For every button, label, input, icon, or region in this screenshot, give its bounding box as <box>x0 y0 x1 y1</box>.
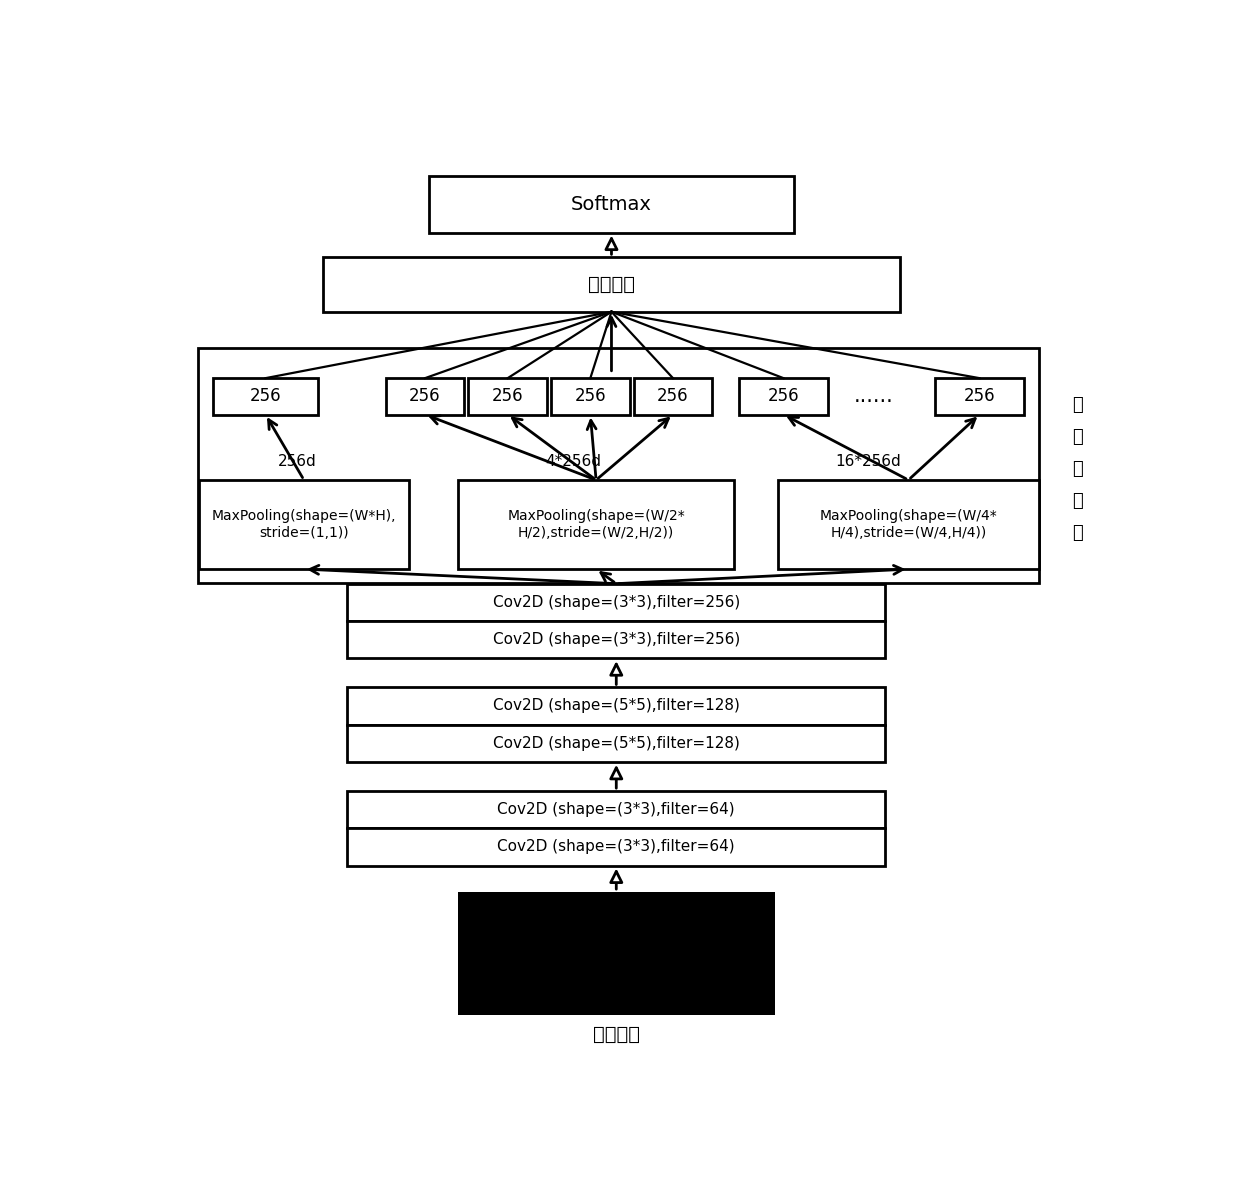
Text: ......: ...... <box>854 386 894 406</box>
Bar <box>458 479 734 569</box>
Text: Cov2D (shape=(5*5),filter=128): Cov2D (shape=(5*5),filter=128) <box>492 698 740 713</box>
Text: 16*256d: 16*256d <box>836 455 901 469</box>
Bar <box>213 378 319 415</box>
Bar <box>347 583 885 621</box>
Bar <box>347 621 885 658</box>
Bar <box>429 176 794 233</box>
Bar <box>200 479 409 569</box>
Text: 256: 256 <box>768 387 800 405</box>
Text: MaxPooling(shape=(W/4*
H/4),stride=(W/4,H/4)): MaxPooling(shape=(W/4* H/4),stride=(W/4,… <box>820 509 997 540</box>
Text: 全连接层: 全连接层 <box>588 275 635 294</box>
Bar <box>347 725 885 762</box>
Text: Cov2D (shape=(3*3),filter=64): Cov2D (shape=(3*3),filter=64) <box>497 840 735 854</box>
Bar <box>386 378 465 415</box>
Text: 256: 256 <box>492 387 523 405</box>
Text: 梅尔谱图: 梅尔谱图 <box>593 1025 640 1044</box>
Bar <box>634 378 712 415</box>
Text: 256d: 256d <box>278 455 316 469</box>
Bar <box>458 892 775 1014</box>
Text: Cov2D (shape=(5*5),filter=128): Cov2D (shape=(5*5),filter=128) <box>492 736 740 751</box>
Text: 256: 256 <box>963 387 996 405</box>
Bar <box>935 378 1024 415</box>
Bar <box>347 828 885 866</box>
Bar <box>777 479 1039 569</box>
Text: Cov2D (shape=(3*3),filter=64): Cov2D (shape=(3*3),filter=64) <box>497 802 735 817</box>
Text: 256: 256 <box>574 387 606 405</box>
Text: MaxPooling(shape=(W*H),
stride=(1,1)): MaxPooling(shape=(W*H), stride=(1,1)) <box>212 509 397 540</box>
Text: 256: 256 <box>409 387 441 405</box>
Bar <box>551 378 630 415</box>
Text: Softmax: Softmax <box>572 195 652 214</box>
Text: 改
进
池
化
层: 改 进 池 化 层 <box>1073 396 1083 542</box>
Bar <box>739 378 828 415</box>
Text: Cov2D (shape=(3*3),filter=256): Cov2D (shape=(3*3),filter=256) <box>492 595 740 609</box>
Bar <box>469 378 547 415</box>
Bar <box>347 791 885 828</box>
Text: 256: 256 <box>657 387 688 405</box>
Text: 256: 256 <box>249 387 281 405</box>
Text: MaxPooling(shape=(W/2*
H/2),stride=(W/2,H/2)): MaxPooling(shape=(W/2* H/2),stride=(W/2,… <box>507 509 684 540</box>
Bar <box>324 257 900 312</box>
Bar <box>198 348 1039 582</box>
Text: Cov2D (shape=(3*3),filter=256): Cov2D (shape=(3*3),filter=256) <box>492 632 740 647</box>
Bar <box>347 687 885 725</box>
Text: 4*256d: 4*256d <box>546 455 601 469</box>
